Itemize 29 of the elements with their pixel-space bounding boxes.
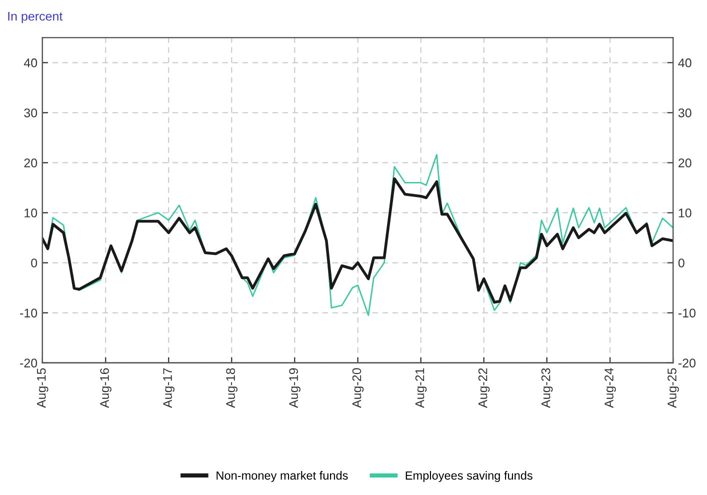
y-tick-label: 40 [24,58,38,68]
y2-tick-label: 40 [678,58,692,68]
y-tick-label: -20 [20,358,38,368]
x-tick-label: Aug-15 [37,368,48,408]
x-tick-label: Aug-20 [352,368,364,408]
legend-label: Non-money market funds [216,471,348,482]
y2-tick-label: 0 [678,258,684,268]
x-tick-label: Aug-23 [541,368,553,408]
x-tick-label: Aug-17 [163,368,174,408]
x-tick-label: Aug-25 [668,368,679,408]
y-tick-label: 20 [24,158,38,168]
y2-tick-label: 20 [678,158,692,168]
y2-tick-label: -10 [678,308,696,318]
line-series [42,177,674,304]
x-tick-label: Aug-16 [100,368,112,408]
x-tick-label: Aug-22 [478,368,490,408]
y-tick-label: 10 [24,208,38,218]
legend-label: Employees saving funds [406,471,532,482]
y2-tick-label: 30 [678,108,692,118]
y2-tick-label: 10 [678,208,692,218]
y2-tick-label: -20 [678,358,696,368]
y-tick-label: -10 [20,308,38,318]
x-tick-label: Aug-24 [604,368,616,408]
x-tick-label: Aug-21 [415,368,427,408]
y-tick-label: 0 [31,258,38,268]
y-tick-label: 30 [24,108,38,118]
x-tick-label: Aug-19 [289,368,300,408]
x-tick-label: Aug-18 [226,368,238,408]
chart-subtitle: In percent [8,12,63,24]
